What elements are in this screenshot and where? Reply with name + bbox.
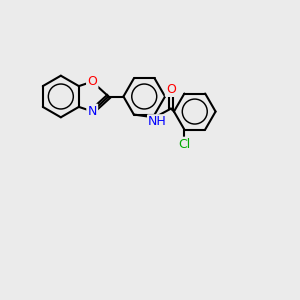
- Text: NH: NH: [148, 116, 167, 128]
- Text: N: N: [88, 105, 97, 118]
- Text: O: O: [87, 75, 97, 88]
- Text: O: O: [166, 83, 176, 96]
- Text: Cl: Cl: [178, 138, 190, 151]
